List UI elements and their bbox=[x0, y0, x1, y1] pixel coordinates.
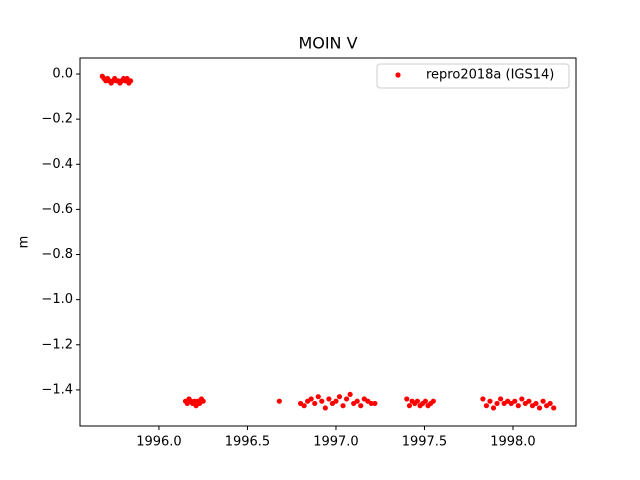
x-tick-label: 1996.0 bbox=[136, 435, 182, 450]
point bbox=[315, 394, 321, 400]
point bbox=[319, 398, 325, 404]
point bbox=[404, 396, 410, 402]
point bbox=[519, 396, 525, 402]
point bbox=[526, 398, 532, 404]
point bbox=[533, 400, 539, 407]
point bbox=[276, 398, 282, 404]
point bbox=[354, 398, 360, 404]
point bbox=[200, 398, 206, 404]
x-tick-label: 1996.5 bbox=[225, 435, 271, 450]
point bbox=[333, 398, 339, 404]
chart-title: MOIN V bbox=[298, 34, 357, 53]
point bbox=[483, 403, 490, 409]
point bbox=[422, 398, 428, 404]
x-tick-label: 1997.5 bbox=[402, 435, 448, 450]
point bbox=[128, 78, 134, 84]
y-tick-label: −1.2 bbox=[41, 337, 73, 352]
y-tick-label: −1.4 bbox=[41, 382, 73, 397]
point bbox=[512, 398, 518, 404]
point bbox=[494, 400, 500, 407]
y-tick-label: −0.2 bbox=[41, 112, 73, 127]
y-axis-label: m bbox=[17, 236, 32, 249]
point bbox=[547, 400, 553, 407]
point bbox=[536, 405, 543, 411]
point bbox=[540, 398, 546, 404]
x-tick-label: 1997.0 bbox=[313, 435, 359, 450]
point bbox=[480, 396, 486, 402]
y-tick-label: −0.4 bbox=[41, 157, 73, 172]
legend-label: repro2018a (IGS14) bbox=[426, 68, 554, 83]
y-tick-label: −0.6 bbox=[41, 202, 73, 217]
point bbox=[430, 398, 436, 404]
point bbox=[312, 400, 318, 407]
point bbox=[301, 403, 307, 409]
point bbox=[497, 396, 504, 402]
point bbox=[322, 405, 328, 411]
y-tick-label: 0.0 bbox=[52, 67, 73, 82]
point bbox=[551, 405, 557, 411]
point bbox=[515, 403, 521, 409]
plot-frame bbox=[79, 57, 577, 427]
point bbox=[347, 391, 353, 398]
point bbox=[406, 403, 413, 409]
legend-box bbox=[376, 63, 570, 89]
point bbox=[308, 396, 314, 402]
point bbox=[326, 396, 332, 402]
y-tick-label: −1.0 bbox=[41, 292, 73, 307]
point bbox=[336, 394, 343, 400]
point bbox=[358, 403, 364, 409]
y-tick-label: −0.8 bbox=[41, 247, 73, 262]
point bbox=[414, 398, 420, 404]
point bbox=[372, 400, 378, 407]
x-tick-label: 1998.0 bbox=[490, 435, 536, 450]
point bbox=[340, 403, 346, 409]
point bbox=[487, 398, 493, 404]
point bbox=[490, 405, 497, 411]
legend-marker bbox=[395, 72, 401, 78]
point bbox=[343, 396, 350, 402]
